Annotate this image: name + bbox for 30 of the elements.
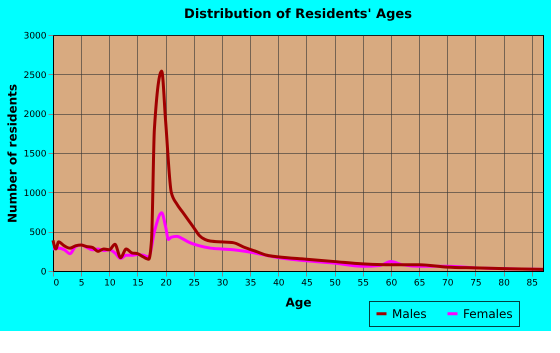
x-tick-label: 60 xyxy=(386,278,398,288)
x-tick-label: 65 xyxy=(414,278,426,288)
x-tick-label: 50 xyxy=(329,278,342,288)
x-tick-label: 40 xyxy=(273,278,285,288)
y-tick-label: 500 xyxy=(29,228,47,238)
x-tick-label: 25 xyxy=(188,278,200,288)
y-axis-title: Number of residents xyxy=(6,84,20,224)
y-tick-label: 3000 xyxy=(24,32,47,42)
x-tick-label: 55 xyxy=(358,278,369,288)
x-tick-label: 20 xyxy=(160,278,172,288)
x-tick-label: 45 xyxy=(301,278,313,288)
x-tick-label: 0 xyxy=(54,278,60,288)
legend-label: Males xyxy=(392,306,427,321)
chart-title: Distribution of Residents' Ages xyxy=(184,7,412,22)
y-tick-label: 0 xyxy=(40,268,47,278)
y-tick-label: 2000 xyxy=(24,110,47,120)
x-tick-label: 5 xyxy=(78,278,85,288)
x-tick-label: 70 xyxy=(442,278,454,288)
y-tick-label: 2500 xyxy=(24,70,47,81)
x-tick-label: 80 xyxy=(498,278,510,288)
x-axis-title: Age xyxy=(285,296,312,310)
y-tick-label: 1500 xyxy=(24,150,47,160)
x-tick-label: 10 xyxy=(104,278,116,288)
x-tick-label: 75 xyxy=(470,278,482,288)
y-tick-label: 1000 xyxy=(24,188,47,199)
x-tick-label: 85 xyxy=(526,278,538,288)
x-tick-label: 15 xyxy=(132,278,144,288)
legend-label: Females xyxy=(463,306,513,321)
x-tick-label: 30 xyxy=(216,278,228,288)
x-tick-label: 35 xyxy=(244,278,256,288)
